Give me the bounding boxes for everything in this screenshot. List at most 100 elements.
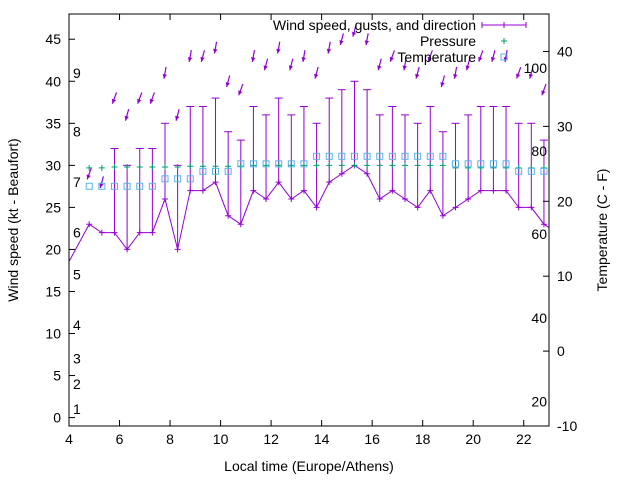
- temperature-point: [338, 152, 346, 160]
- temperature-point: [199, 167, 207, 175]
- wind-speed-point: [452, 204, 459, 211]
- pressure-point: [313, 162, 320, 169]
- fahrenheit-label: 60: [531, 226, 547, 242]
- wind-direction-arrow: [554, 92, 558, 104]
- temperature-point: [439, 152, 447, 160]
- beaufort-label: 9: [73, 65, 81, 81]
- temperature-point: [300, 160, 308, 168]
- temperature-point: [401, 152, 409, 160]
- pressure-point: [427, 162, 434, 169]
- wind-direction-arrow: [541, 83, 547, 96]
- pressure-point: [300, 162, 307, 169]
- pressure-point: [111, 164, 118, 171]
- legend-label-wind: Wind speed, gusts, and direction: [273, 17, 476, 33]
- temperature-point: [123, 182, 131, 190]
- x-tick-label: 20: [465, 431, 481, 447]
- temperature-point: [426, 152, 434, 160]
- temperature-point: [527, 167, 535, 175]
- y2-tick-label: 30: [557, 118, 573, 134]
- wind-speed-point: [111, 229, 118, 236]
- wind-direction-arrow: [99, 176, 104, 189]
- pressure-point: [389, 162, 396, 169]
- legend-label-pressure: Pressure: [420, 33, 476, 49]
- pressure-point: [275, 162, 282, 169]
- plot-frame: [68, 13, 550, 427]
- wind-speed-point: [376, 195, 383, 202]
- beaufort-label: 4: [73, 317, 81, 333]
- y-tick-label: 30: [45, 157, 61, 173]
- x-tick-label: 22: [516, 431, 532, 447]
- x-tick-label: 8: [166, 431, 174, 447]
- wind-direction-arrow: [490, 50, 496, 62]
- beaufort-label: 7: [73, 174, 81, 190]
- x-tick-label: 18: [415, 431, 431, 447]
- wind-speed-point: [427, 187, 434, 194]
- wind-direction-arrow: [528, 66, 534, 79]
- temperature-point: [85, 182, 93, 190]
- wind-speed-point: [554, 230, 560, 236]
- pressure-point: [402, 162, 408, 169]
- wind-direction-arrow: [326, 41, 332, 54]
- temperature-point: [452, 160, 460, 168]
- wind-direction-arrow: [516, 67, 522, 79]
- y-tick-label: 40: [45, 73, 61, 89]
- temperature-point: [249, 160, 257, 168]
- wind-direction-arrow: [415, 66, 420, 79]
- wind-direction-arrow: [465, 58, 471, 71]
- wind-direction-arrow: [225, 75, 231, 88]
- x-axis-label: Local time (Europe/Athens): [224, 458, 394, 474]
- wind-direction-arrow: [427, 50, 433, 62]
- wind-direction-arrow: [402, 58, 407, 71]
- y-tick-label: 25: [45, 199, 61, 215]
- pressure-point: [364, 162, 371, 169]
- wind-speed-point: [136, 229, 143, 236]
- wind-direction-arrow: [377, 58, 382, 71]
- wind-direction-arrow: [111, 92, 118, 104]
- wind-speed-point: [86, 221, 93, 228]
- wind-direction-arrow: [288, 58, 294, 71]
- pressure-point: [465, 164, 472, 171]
- temperature-point: [502, 160, 510, 168]
- pressure-point: [187, 163, 194, 170]
- y-tick-label: 35: [45, 115, 61, 131]
- y2-tick-label: -10: [557, 418, 577, 434]
- wind-direction-arrow: [364, 33, 369, 46]
- wind-speed-point: [174, 246, 181, 253]
- data-layer: [64, 24, 560, 267]
- legend-swatch-temperature: [500, 53, 508, 61]
- beaufort-label: 3: [73, 351, 81, 367]
- pressure-point: [503, 164, 510, 171]
- y2-tick-label: 10: [557, 268, 573, 284]
- y-tick-label: 0: [53, 410, 61, 426]
- pressure-point: [414, 162, 421, 169]
- temperature-point: [136, 182, 144, 190]
- wind-speed-point: [503, 187, 510, 194]
- pressure-point: [490, 164, 497, 171]
- temperature-point: [262, 160, 270, 168]
- wind-direction-arrow: [276, 41, 281, 54]
- beaufort-label: 2: [73, 376, 81, 392]
- wind-direction-arrow: [440, 75, 446, 88]
- temperature-point: [224, 167, 232, 175]
- temperature-point: [414, 152, 422, 160]
- wind-speed-point: [250, 187, 257, 194]
- temperature-point: [388, 152, 396, 160]
- wind-direction-arrow: [64, 210, 68, 222]
- wind-direction-arrow: [149, 92, 155, 104]
- y-tick-label: 5: [53, 368, 61, 384]
- pressure-point: [263, 162, 270, 169]
- pressure-point: [136, 164, 143, 171]
- fahrenheit-label: 100: [524, 60, 548, 76]
- temperature-point: [186, 175, 194, 183]
- ticks-layer: 4 6 8 10 12 14 16 18 20 22051015202530354045-1001…: [45, 14, 577, 447]
- wind-speed-point: [414, 204, 421, 211]
- wind-direction-arrow: [351, 24, 357, 37]
- wind-speed-point: [528, 204, 535, 211]
- wind-speed-point: [212, 179, 219, 186]
- y-axis-label: Wind speed (kt - Beaufort): [5, 138, 21, 301]
- temperature-point: [174, 175, 182, 183]
- pressure-point: [149, 164, 156, 171]
- wind-direction-arrow: [175, 108, 180, 121]
- temperature-point: [161, 175, 169, 183]
- pressure-point: [477, 164, 484, 171]
